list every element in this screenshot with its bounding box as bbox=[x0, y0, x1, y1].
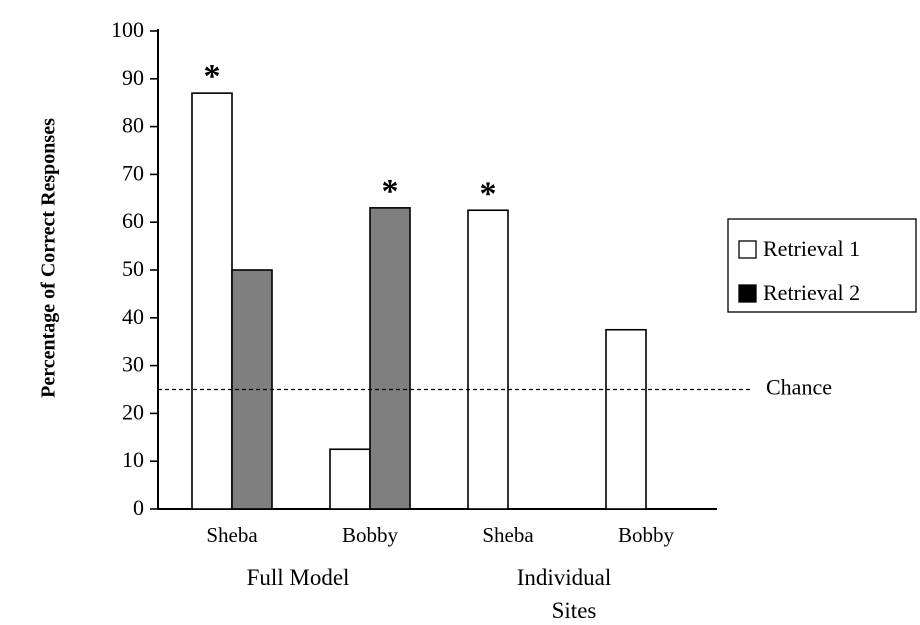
group-label: Individual Sites bbox=[517, 565, 612, 623]
significance-star: * bbox=[480, 175, 497, 212]
chance-line-layer: Chance bbox=[158, 375, 832, 400]
bar-retrieval-1-sheba bbox=[467, 209, 509, 510]
y-tick-label: 40 bbox=[122, 304, 144, 329]
significance-star: * bbox=[204, 58, 221, 95]
significance-markers: * * * bbox=[204, 58, 497, 212]
group-label: Full Model bbox=[247, 565, 350, 590]
bar-retrieval-1-bobby bbox=[605, 328, 647, 510]
legend-label: Retrieval 2 bbox=[763, 280, 860, 305]
y-tick-label: 80 bbox=[122, 113, 144, 138]
x-tick-label: Bobby bbox=[342, 523, 399, 547]
legend-box bbox=[727, 218, 917, 313]
y-tick-label: 20 bbox=[122, 399, 144, 424]
significance-star: * bbox=[382, 173, 399, 210]
legend-swatch bbox=[738, 240, 757, 259]
chart-axes: 0 10 20 30 40 50 60 70 80 90 100 bbox=[111, 17, 717, 520]
x-axis-labels: Sheba Bobby Sheba Bobby Full Model Individual… bbox=[206, 523, 674, 623]
y-tick-label: 30 bbox=[122, 352, 144, 377]
y-axis-label: Percentage of Correct Responses bbox=[38, 118, 60, 398]
y-tick-label: 100 bbox=[111, 17, 144, 42]
chance-label: Chance bbox=[766, 375, 832, 400]
y-tick-label: 90 bbox=[122, 65, 144, 90]
legend-label: Retrieval 1 bbox=[763, 236, 860, 261]
y-tick-label: 70 bbox=[122, 160, 144, 185]
bars-layer bbox=[191, 92, 647, 510]
x-tick-label: Sheba bbox=[206, 523, 258, 547]
legend-swatch bbox=[738, 284, 757, 303]
legend: Retrieval 1 Retrieval 2 bbox=[727, 218, 917, 313]
bar-retrieval-2-bobby bbox=[369, 207, 411, 510]
bar-retrieval-1-sheba bbox=[191, 92, 233, 510]
y-tick-label: 0 bbox=[133, 495, 144, 520]
y-tick-label: 10 bbox=[122, 447, 144, 472]
y-tick-label: 60 bbox=[122, 208, 144, 233]
y-tick-label: 50 bbox=[122, 256, 144, 281]
bar-retrieval-1-bobby bbox=[329, 448, 371, 510]
x-tick-label: Bobby bbox=[618, 523, 675, 547]
x-tick-label: Sheba bbox=[482, 523, 534, 547]
